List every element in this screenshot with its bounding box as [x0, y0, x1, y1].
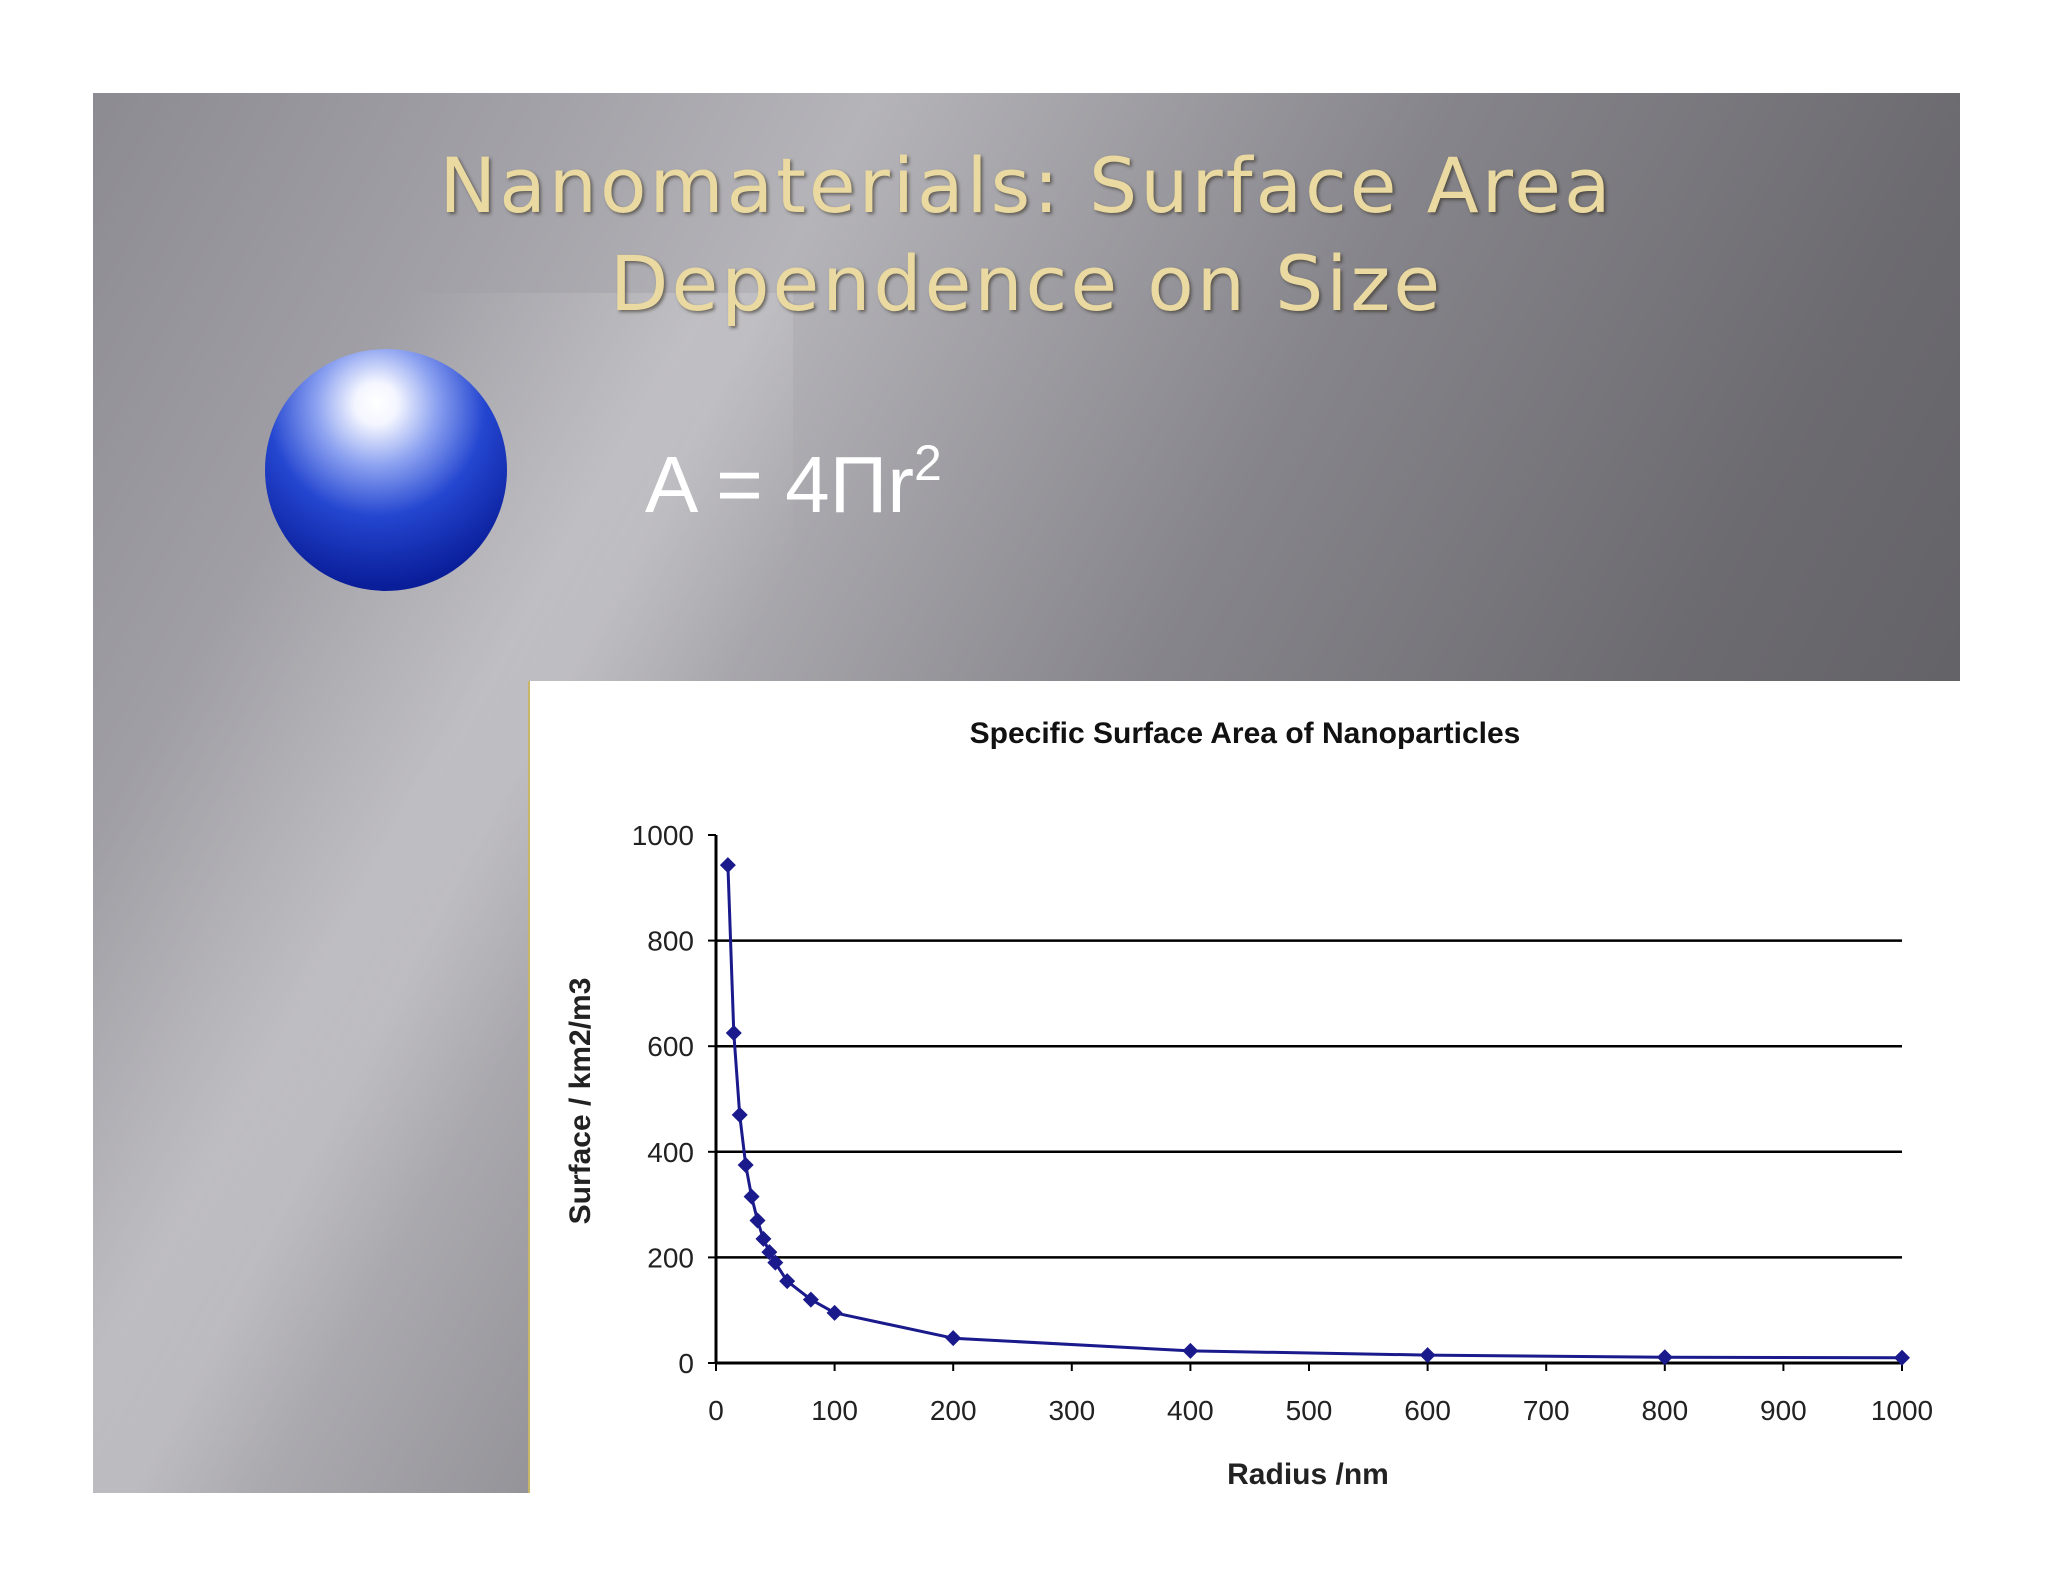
data-point-marker: [1182, 1342, 1199, 1359]
series-line-0: [726, 865, 1903, 1360]
x-tick-label: 500: [1286, 1395, 1333, 1426]
data-point-marker: [1894, 1349, 1910, 1366]
data-point-marker: [749, 1212, 766, 1229]
x-tick-label: 1000: [1871, 1395, 1933, 1426]
data-point-marker: [826, 1304, 843, 1321]
chart-title: Specific Surface Area of Nanoparticles: [970, 717, 1521, 750]
x-tick-label: 600: [1404, 1395, 1451, 1426]
data-point-marker: [767, 1254, 784, 1271]
y-tick-label: 1000: [632, 820, 694, 851]
x-tick-labels: 0 100 200 300 400 500 600 700 800 900 1000: [708, 1395, 1933, 1426]
surface-area-chart: Specific Surface Area of Nanoparticles R…: [564, 717, 1933, 1491]
data-point-marker: [779, 1273, 796, 1290]
slide-background: Nanomaterials: Surface Area Dependence o…: [93, 93, 1960, 1493]
surface-area-formula: A = 4Πr2: [645, 438, 942, 525]
y-tick-label: 200: [647, 1242, 694, 1273]
data-point-marker: [731, 1106, 748, 1123]
x-tick-label: 200: [930, 1395, 977, 1426]
x-tick-label: 400: [1167, 1395, 1214, 1426]
x-tick-label: 700: [1523, 1395, 1570, 1426]
data-point-marker: [1656, 1349, 1673, 1366]
chart-panel: Specific Surface Area of Nanoparticles R…: [528, 681, 1960, 1493]
data-point-marker: [737, 1157, 754, 1173]
y-tick-label: 800: [647, 926, 694, 957]
y-tick-labels: 0 200 400 600 800 1000: [632, 820, 694, 1379]
x-axis-title: Radius /nm: [1227, 1458, 1389, 1491]
x-tick-label: 800: [1641, 1395, 1688, 1426]
y-tick-label: 0: [678, 1348, 694, 1379]
x-tick-label: 900: [1760, 1395, 1807, 1426]
data-point-marker: [945, 1330, 962, 1347]
data-point-marker: [1419, 1347, 1436, 1364]
axes: [708, 834, 1903, 1371]
data-point-marker: [755, 1230, 772, 1247]
formula-base: A = 4Πr: [645, 440, 915, 529]
y-axis-title: Surface / km2/m3: [564, 978, 597, 1225]
y-tick-label: 600: [647, 1031, 694, 1062]
x-tick-label: 100: [811, 1395, 858, 1426]
data-point-marker: [725, 1025, 742, 1041]
formula-exponent: 2: [914, 435, 942, 491]
slide-title-line-2: Dependence on Size: [609, 239, 1444, 328]
x-tick-label: 0: [708, 1395, 724, 1426]
slide-title-line-1: Nanomaterials: Surface Area: [439, 141, 1614, 230]
data-point-marker: [802, 1291, 819, 1308]
data-point-marker: [761, 1244, 778, 1261]
data-series: [719, 857, 1910, 1366]
data-point-marker: [719, 857, 736, 874]
gridlines: [716, 939, 1902, 1259]
sphere-icon: [261, 345, 511, 600]
x-tick-label: 300: [1048, 1395, 1095, 1426]
data-point-marker: [743, 1188, 760, 1205]
y-tick-label: 400: [647, 1137, 694, 1168]
